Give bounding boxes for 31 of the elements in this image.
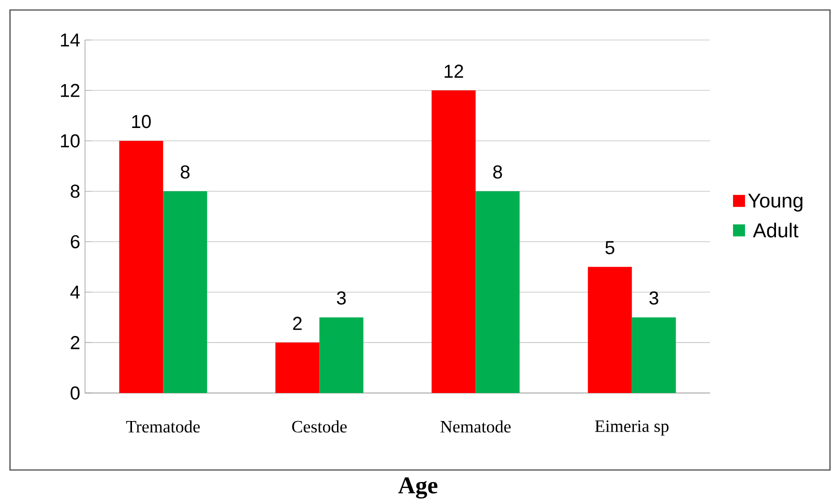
bar (588, 266, 632, 393)
x-tick-label: Cestode (292, 420, 347, 433)
data-label: 5 (605, 241, 614, 254)
data-label: 8 (493, 165, 502, 179)
data-label: 3 (649, 291, 658, 305)
bar (632, 317, 676, 393)
data-label: 3 (336, 291, 346, 305)
data-label: 12 (444, 64, 464, 78)
y-tick-label: 0 (70, 386, 80, 400)
y-tick-label: 8 (70, 184, 80, 198)
data-label: 8 (180, 165, 190, 179)
y-tick-label: 6 (70, 235, 80, 248)
bar (163, 191, 208, 393)
legend-label: Young (748, 194, 802, 212)
x-tick-label: Nematode (440, 420, 511, 433)
data-label: 2 (293, 316, 302, 330)
legend-label: Adult (752, 222, 798, 238)
x-tick-label: Eimeria sp (595, 420, 669, 436)
bar (432, 90, 476, 393)
bar (275, 342, 320, 393)
x-axis-title: Age (398, 477, 438, 499)
data-label: 10 (132, 114, 151, 128)
x-tick-label: Trematode (126, 420, 200, 433)
y-tick-label: 12 (60, 84, 80, 97)
y-tick-label: 14 (60, 34, 80, 46)
bar (319, 317, 364, 393)
y-tick-label: 2 (70, 336, 80, 350)
bar (119, 140, 164, 393)
bar (476, 191, 520, 393)
y-tick-label: 10 (60, 134, 80, 148)
y-tick-label: 4 (70, 286, 80, 299)
